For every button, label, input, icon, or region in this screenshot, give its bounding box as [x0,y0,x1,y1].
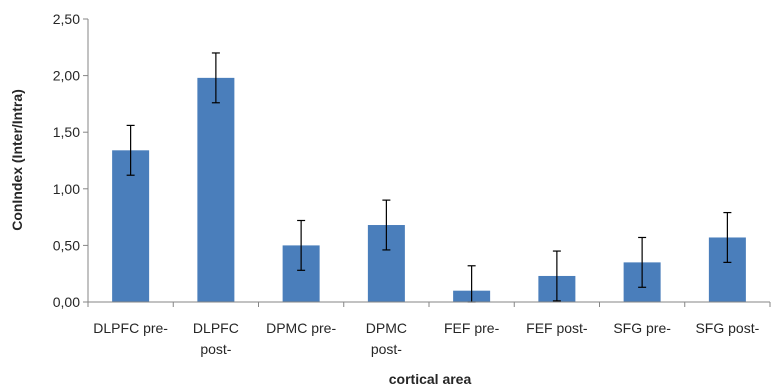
bars [112,77,746,302]
x-tick-label-line: post- [200,341,231,357]
x-tick-label-line: SFG pre- [613,320,671,336]
y-tick-label: 0,50 [53,237,80,253]
x-tick-label: SFG pre- [613,320,671,336]
y-tick-label: 1,50 [53,124,80,140]
x-tick-label-line: DPMC [366,320,407,336]
x-tick-label-line: FEF post- [526,320,588,336]
x-tick-label-line: DLPFC pre- [93,320,168,336]
x-tick-label-line: DLPFC [193,320,239,336]
y-tick-label: 0,00 [53,294,80,310]
x-tick-label-line: FEF pre- [444,320,500,336]
y-tick-label: 2,00 [53,68,80,84]
error-bars [126,52,732,303]
y-tick-label: 2,50 [53,11,80,27]
x-tick-label-line: SFG post- [695,320,759,336]
y-tick-label: 1,00 [53,181,80,197]
x-tick-label: SFG post- [695,320,759,336]
x-tick-label-line: post- [371,341,402,357]
y-axis: 0,00 0,50 1,00 1,50 2,00 2,50 [53,11,89,310]
x-axis: DLPFC pre- DLPFC post- DPMC pre- DPMC post- FE… [87,301,771,357]
x-tick-label: DLPFC post- [193,320,239,357]
x-tick-label: DPMC pre- [266,320,336,336]
x-tick-label: FEF pre- [444,320,500,336]
x-tick-label: DPMC post- [366,320,407,357]
x-axis-title: cortical area [389,371,472,387]
y-axis-title: ConIndex (Inter/Intra) [9,89,25,231]
bar [197,77,235,302]
x-tick-label-line: DPMC pre- [266,320,336,336]
x-tick-label: FEF post- [526,320,588,336]
x-tick-label: DLPFC pre- [93,320,168,336]
